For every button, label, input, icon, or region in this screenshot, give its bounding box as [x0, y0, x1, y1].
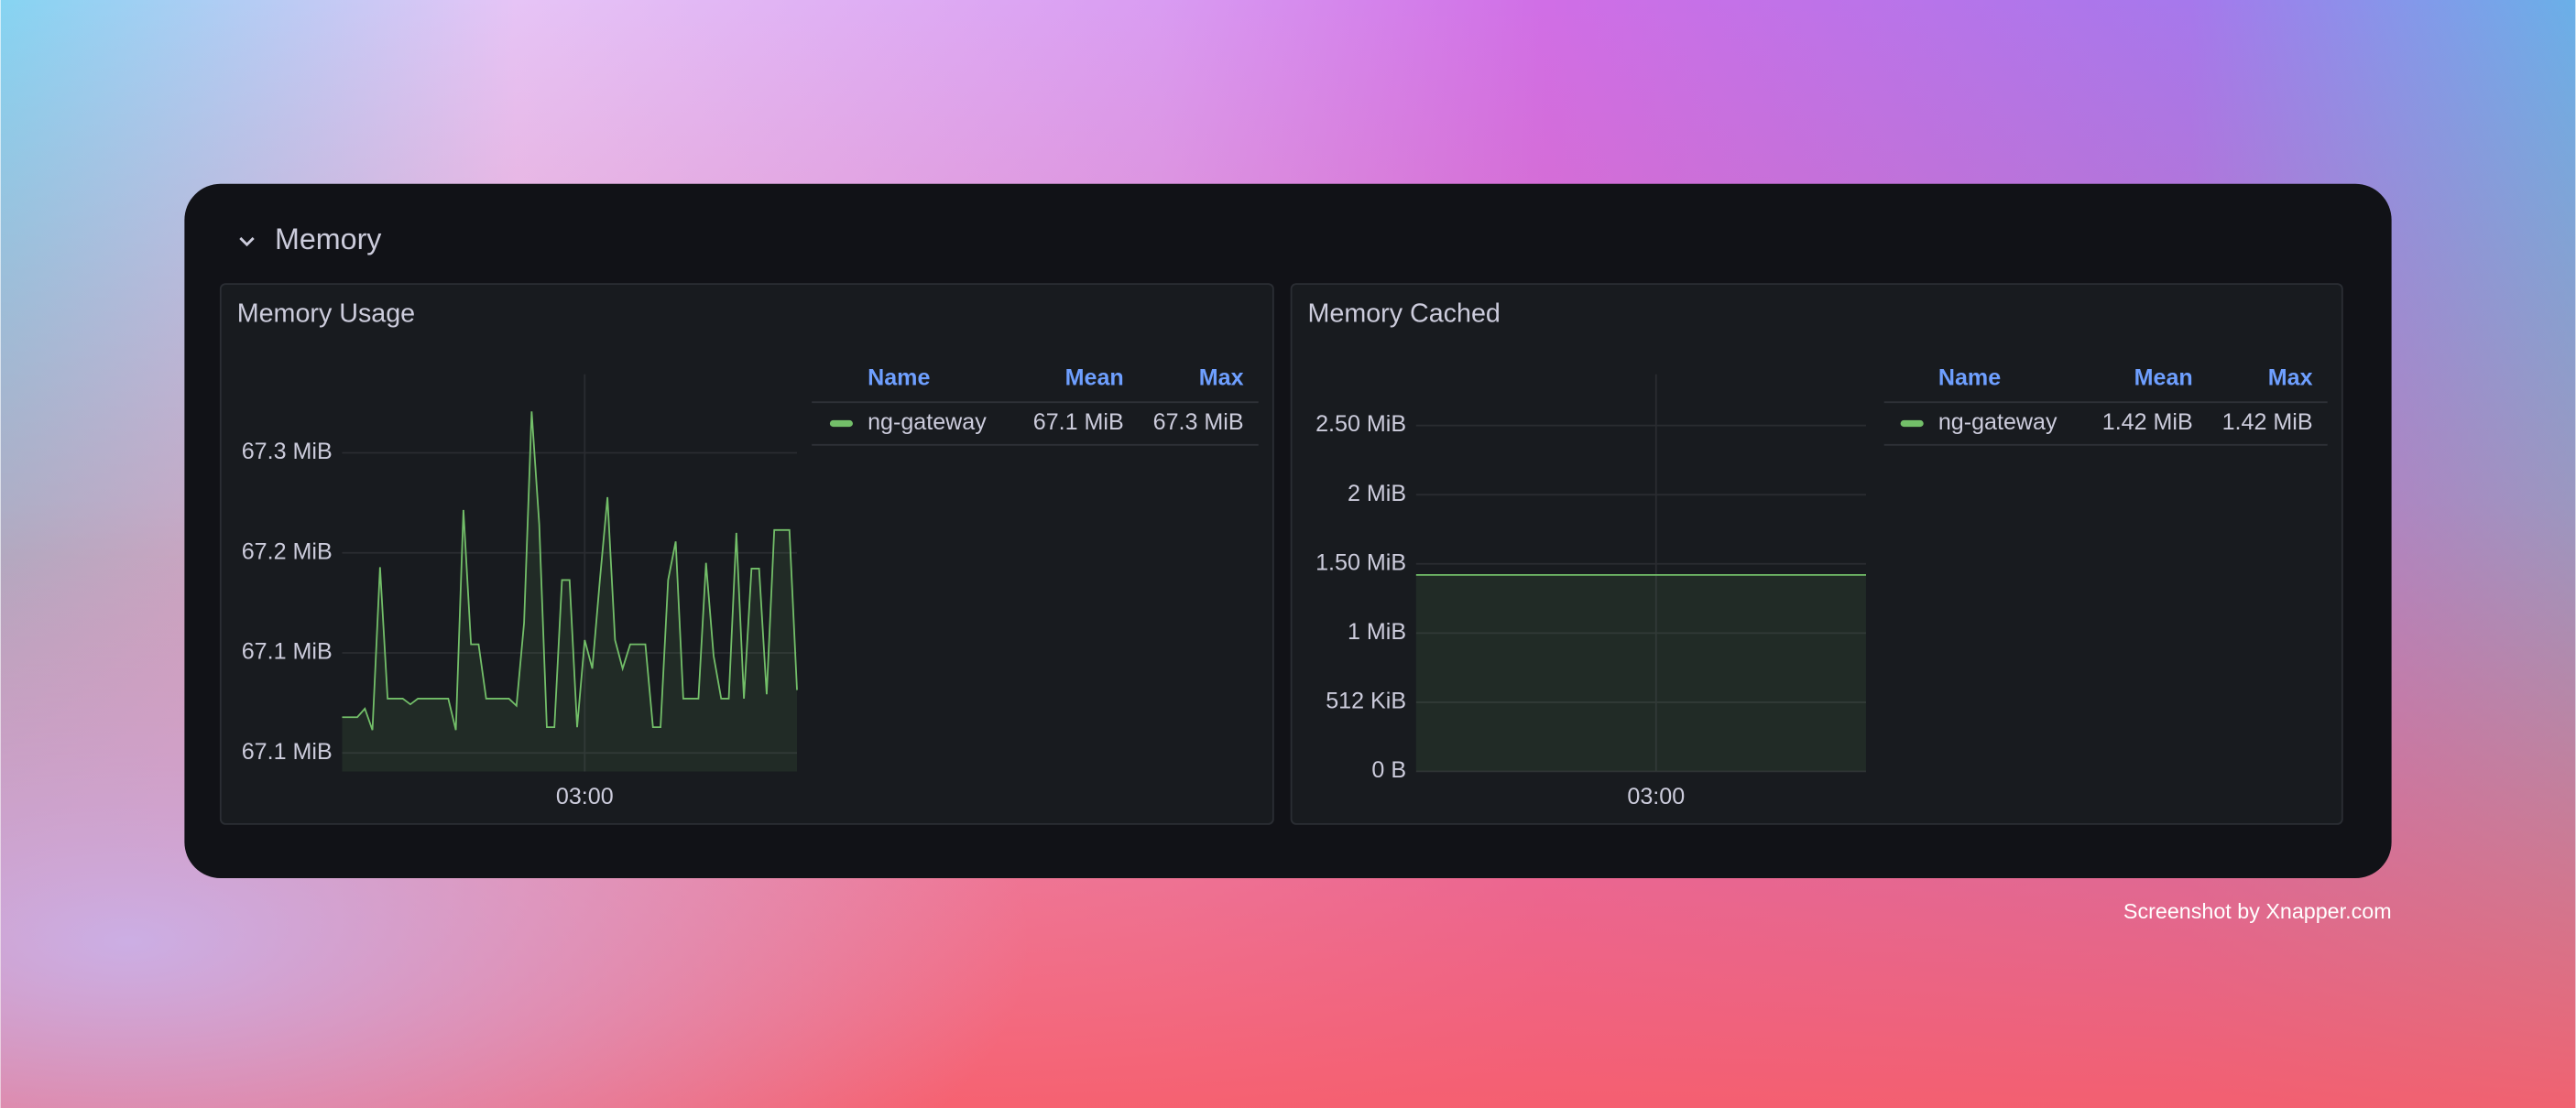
x-tick-label: 03:00	[556, 784, 614, 809]
legend-column-header[interactable]: Name	[1938, 365, 2001, 391]
legend-stat: 67.1 MiB	[1033, 409, 1124, 435]
watermark: Screenshot by Xnapper.com	[2123, 899, 2392, 923]
legend-column-header[interactable]: Max	[1199, 365, 1244, 391]
y-tick-label: 67.1 MiB	[242, 739, 333, 765]
legend-series-name[interactable]: ng-gateway	[868, 409, 987, 435]
legend-column-header[interactable]: Max	[2268, 365, 2313, 391]
legend-stat: 1.42 MiB	[2102, 409, 2193, 435]
y-tick-label: 67.3 MiB	[242, 439, 333, 464]
y-tick-label: 2 MiB	[1348, 481, 1406, 506]
panel-title[interactable]: Memory Cached	[1308, 299, 1501, 329]
section-title[interactable]: Memory	[275, 223, 382, 255]
panel	[219, 283, 1274, 825]
legend-column-header[interactable]: Name	[868, 365, 930, 391]
x-tick-label: 03:00	[1627, 784, 1685, 809]
series-area	[1415, 574, 1866, 772]
collapse-chevron[interactable]	[239, 236, 255, 247]
legend-stat: 1.42 MiB	[2222, 409, 2313, 435]
legend-series-name[interactable]: ng-gateway	[1938, 409, 2058, 435]
y-tick-label: 2.50 MiB	[1315, 411, 1406, 437]
y-tick-label: 1.50 MiB	[1315, 549, 1406, 575]
legend-column-header[interactable]: Mean	[1065, 365, 1124, 391]
y-tick-label: 1 MiB	[1348, 619, 1406, 645]
legend-column-header[interactable]: Mean	[2134, 365, 2193, 391]
panel-title[interactable]: Memory Usage	[237, 299, 415, 329]
legend-swatch	[829, 419, 853, 428]
series-line	[342, 411, 798, 731]
legend-stat: 67.3 MiB	[1153, 409, 1244, 435]
y-tick-label: 67.1 MiB	[242, 639, 333, 665]
panel	[1290, 283, 2343, 825]
y-tick-label: 67.2 MiB	[242, 538, 333, 564]
y-tick-label: 0 B	[1371, 757, 1406, 783]
legend-swatch	[1900, 419, 1924, 428]
y-tick-label: 512 KiB	[1326, 689, 1406, 714]
